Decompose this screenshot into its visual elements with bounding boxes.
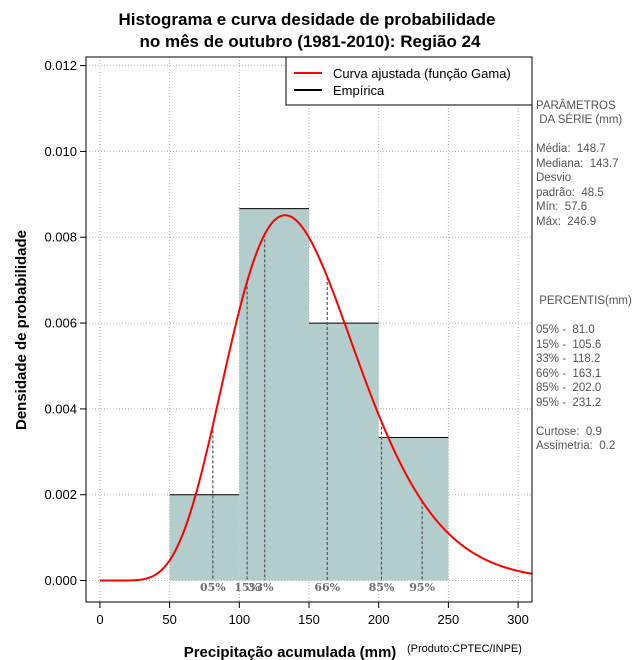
percentile-label: 33% <box>248 581 274 594</box>
stat-assimetria: Assimetria: 0.2 <box>536 440 616 452</box>
x-axis-title: Precipitação acumulada (mm) <box>184 644 397 660</box>
percentile-label: 05% <box>200 581 226 594</box>
x-tick-label: 150 <box>298 612 320 627</box>
legend-box <box>285 56 533 106</box>
percentile-markers: 05% 15%33% 66% 85% 95% <box>200 234 436 594</box>
percentile-label: 95% <box>409 581 435 594</box>
percentile-label: 66% <box>314 581 340 594</box>
legend-curve-label: Curva ajustada (função Gama) <box>333 66 511 81</box>
percentil-33: 33% - 118.2 <box>536 353 601 365</box>
legend-empirical-label: Empírica <box>333 83 385 98</box>
y-tick-label: 0.010 <box>44 144 77 159</box>
stat-mediana: Mediana: 143.7 <box>536 158 619 170</box>
x-tick-label: 50 <box>162 612 176 627</box>
stat-desvio-value: padrão: 48.5 <box>536 187 604 199</box>
percentil-05: 05% - 81.0 <box>536 324 595 336</box>
percentil-66: 66% - 163.1 <box>536 368 602 380</box>
x-tick-label: 250 <box>438 612 460 627</box>
credit-label: (Produto:CPTEC/INPE) <box>407 643 522 655</box>
x-tick-label: 200 <box>368 612 390 627</box>
chart-title: Histograma e curva desidade de probabili… <box>119 10 496 29</box>
histogram-bars <box>169 208 449 581</box>
percentis-header: PERCENTIS(mm) <box>536 295 632 307</box>
percentile-label: 85% <box>369 581 395 594</box>
histogram-bar <box>169 494 240 581</box>
stat-media: Média: 148.7 <box>536 143 606 155</box>
params-header-unit: DA SÉRIE (mm) <box>536 114 623 126</box>
params-header: PARÂMETROS <box>536 100 616 112</box>
stat-curtose: Curtose: 0.9 <box>536 426 602 438</box>
gamma-curve <box>99 214 533 582</box>
stat-min: Mín: 57.6 <box>536 201 588 213</box>
x-tick-label: 100 <box>228 612 250 627</box>
y-tick-label: 0.000 <box>44 573 77 588</box>
percentile-label: 15% <box>234 581 260 594</box>
y-tick-label: 0.006 <box>44 316 77 331</box>
y-axis-title: Densidade de probabilidade <box>13 230 30 430</box>
axis-ticks: 0 50 100 150 200 250 300 0.000 0.002 0.004 0.006 0.… <box>44 58 528 627</box>
histogram-bar <box>378 437 449 581</box>
stat-desvio-label: Desvio <box>536 172 572 184</box>
stat-max: Máx: 246.9 <box>536 216 597 228</box>
y-tick-label: 0.008 <box>44 230 77 245</box>
x-tick-label: 0 <box>96 612 103 627</box>
histogram-bar <box>239 208 309 581</box>
percentil-85: 85% - 202.0 <box>536 382 602 394</box>
percentil-15: 15% - 105.6 <box>536 339 602 351</box>
percentil-95: 95% - 231.2 <box>536 397 602 409</box>
histogram-bar <box>309 323 379 581</box>
y-tick-label: 0.004 <box>44 401 77 416</box>
y-tick-label: 0.012 <box>44 58 77 73</box>
gamma-curve-layer <box>99 214 533 582</box>
y-tick-label: 0.002 <box>44 487 77 502</box>
legend: Curva ajustada (função Gama) Empírica <box>285 56 533 106</box>
chart-subtitle: no mês de outubro (1981-2010): Região 24 <box>139 32 481 51</box>
x-tick-label: 300 <box>507 612 529 627</box>
